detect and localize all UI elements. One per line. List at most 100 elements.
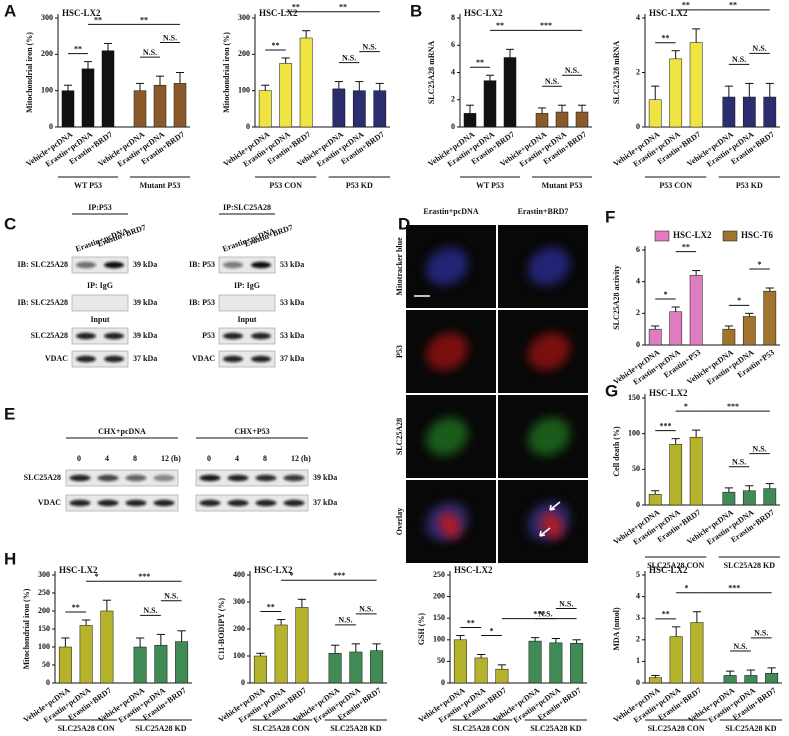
bar <box>175 641 189 684</box>
y-tick-label: 0 <box>636 678 640 687</box>
bar <box>648 494 662 506</box>
group-label: SLC25A28 CON <box>253 724 310 733</box>
cell-signal <box>438 512 462 539</box>
blot-band <box>223 355 243 363</box>
bar <box>463 113 477 128</box>
significance-label: N.S. <box>732 458 746 467</box>
bar <box>153 84 167 128</box>
y-tick-label: 0 <box>246 122 250 131</box>
y-tick-label: 2 <box>636 67 640 76</box>
chart-title: HSC-LX2 <box>62 8 101 18</box>
blot-caption: Input <box>237 315 256 324</box>
y-tick-label: 0 <box>636 500 640 509</box>
blot-strip <box>71 294 129 312</box>
blot-band <box>153 474 175 482</box>
y-tick-label: 200 <box>233 624 245 633</box>
y-axis-label: Mitochondrial iron (%) <box>22 588 31 669</box>
bar <box>549 642 563 684</box>
significance-label: N.S. <box>163 33 177 42</box>
bar <box>483 80 497 128</box>
legend-label: HSC-LX2 <box>673 230 712 240</box>
blot-band <box>104 355 124 363</box>
group-label: Mutant P53 <box>140 181 181 190</box>
y-tick-label: 250 <box>38 588 50 597</box>
y-tick-label: 4 <box>636 591 640 600</box>
bar <box>503 57 517 128</box>
significance-label: *** <box>540 21 552 30</box>
significance-label: N.S. <box>733 642 747 651</box>
blot-strip <box>195 494 309 512</box>
arrow <box>549 501 561 511</box>
panel-letter: H <box>4 549 16 568</box>
bar <box>723 675 737 684</box>
significance-label: * <box>490 626 494 635</box>
legend-swatch <box>654 230 670 242</box>
size-label: 37 kDa <box>313 498 337 507</box>
chart-title: HSC-LX2 <box>649 8 688 18</box>
y-tick-label: 300 <box>38 570 50 579</box>
bar <box>370 650 384 684</box>
bar <box>279 63 293 128</box>
bar <box>453 639 467 684</box>
bar <box>274 624 288 684</box>
blot-caption: Input <box>90 315 109 324</box>
row-label: IB: SLC25A28 <box>18 298 68 307</box>
y-tick-label: 200 <box>38 606 50 615</box>
row-label: SLC25A28 <box>24 473 61 482</box>
blot-band <box>199 474 221 482</box>
y-tick-label: 0 <box>241 678 245 687</box>
significance-label: * <box>685 584 689 593</box>
size-label: 39 kDa <box>133 331 157 340</box>
significance-label: N.S. <box>164 592 178 601</box>
significance-label: N.S. <box>362 42 376 51</box>
significance-label: * <box>290 571 294 580</box>
y-axis-label: SLC25A28 mRNA <box>612 41 621 105</box>
significance-label: N.S. <box>732 55 746 64</box>
group-label: SLC25A28 CON <box>58 724 115 733</box>
bar <box>101 50 115 128</box>
time-label: 0 <box>207 454 211 463</box>
significance-label: ** <box>271 41 279 50</box>
significance-label: N.S. <box>559 599 573 608</box>
cell-signal <box>527 332 571 371</box>
significance-label: * <box>95 572 99 581</box>
y-tick-label: 3 <box>636 613 640 622</box>
significance-label: ** <box>140 15 148 24</box>
bar <box>100 610 114 684</box>
chart-title: HSC-LX2 <box>464 8 503 18</box>
blot-band <box>76 332 96 340</box>
size-label: 53 kDa <box>280 260 304 269</box>
significance-label: ** <box>729 1 737 10</box>
y-tick-label: 300 <box>41 13 53 22</box>
group-label: SLC25A28 CON <box>648 724 705 733</box>
y-axis-label: Mitochondrial iron (%) <box>222 32 231 113</box>
cell-signal <box>425 417 469 456</box>
bar <box>58 646 72 684</box>
y-tick-label: 100 <box>628 428 640 437</box>
bar <box>722 328 736 346</box>
group-label: P53 KD <box>736 181 763 190</box>
chart-title: HSC-LX2 <box>254 565 293 575</box>
blot-band <box>104 332 124 340</box>
chx-header: CHX+pcDNA <box>98 427 146 436</box>
cell-signal <box>425 332 469 371</box>
group-label: SLC25A28 KD <box>330 724 382 733</box>
blot-band <box>199 499 221 507</box>
y-tick-label: 50 <box>632 464 640 473</box>
significance-label: N.S. <box>752 44 766 53</box>
bar <box>689 275 703 346</box>
y-tick-label: 6 <box>636 245 640 254</box>
y-tick-label: 100 <box>38 642 50 651</box>
size-label: 39 kDa <box>133 298 157 307</box>
y-axis-label: SLC25A28 mRNA <box>427 41 436 105</box>
bar <box>689 436 703 506</box>
blot-caption: IP: IgG <box>234 281 260 290</box>
bar <box>253 655 267 684</box>
y-tick-label: 0 <box>636 340 640 349</box>
blot-band <box>104 261 124 269</box>
blot-strip <box>65 494 179 512</box>
significance-label: * <box>758 260 762 269</box>
y-tick-label: 50 <box>437 656 445 665</box>
size-label: 37 kDa <box>280 354 304 363</box>
y-tick-label: 200 <box>41 49 53 58</box>
